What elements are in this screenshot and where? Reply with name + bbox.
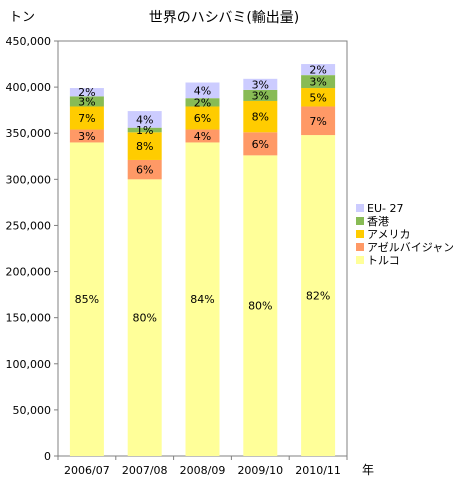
bar-segment [69, 129, 104, 143]
y-tick-label: 150,000 [6, 312, 52, 325]
bar-value-label: 2% [194, 96, 211, 109]
y-tick-label: 400,000 [6, 81, 52, 94]
bar-segment [301, 75, 336, 89]
bar-value-label: 5% [309, 91, 326, 104]
y-tick-label: 250,000 [6, 219, 52, 232]
bar-value-label: 3% [309, 76, 326, 89]
bars-group [69, 64, 336, 457]
y-tick-label: 0 [44, 450, 51, 463]
bar-segment [301, 88, 336, 107]
legend-label: 香港 [367, 215, 389, 228]
legend-swatch [356, 230, 364, 238]
bar-segment [69, 88, 104, 97]
bar-segment [243, 132, 278, 156]
bar-segment [185, 129, 220, 143]
bar-value-label: 4% [194, 84, 211, 97]
bar-segment [243, 78, 278, 90]
legend-label: トルコ [367, 254, 400, 267]
legend-label: アゼルバイジャン [367, 241, 453, 254]
bar-value-label: 8% [252, 111, 269, 124]
bar-value-label: 6% [136, 164, 153, 177]
bar-segment [69, 106, 104, 130]
bar-segment [185, 82, 220, 99]
bar-value-label: 3% [252, 89, 269, 102]
bar-segment [243, 89, 278, 101]
bar-value-label: 1% [136, 124, 153, 137]
bar-segment [127, 111, 162, 128]
bar-value-label: 84% [190, 293, 214, 306]
x-tick-label: 2007/08 [122, 464, 168, 477]
x-axis: 2006/07 2007/08 2008/09 2009/10 2010/11 [57, 456, 348, 477]
bar-segment [185, 98, 220, 107]
bar-value-label: 8% [136, 140, 153, 153]
bar-value-label: 7% [309, 115, 326, 128]
y-tick-label: 100,000 [6, 358, 52, 371]
bar-value-label: 82% [306, 290, 330, 303]
bar-segment [127, 179, 162, 457]
bar-value-label: 6% [252, 138, 269, 151]
y-tick-label: 50,000 [13, 404, 52, 417]
bar-segment [243, 155, 278, 456]
bar-value-label: 3% [78, 130, 95, 143]
bar-value-label: 3% [78, 95, 95, 108]
legend-label: EU- 27 [367, 202, 403, 215]
legend-swatch [356, 256, 364, 264]
bar-value-label: 80% [248, 300, 272, 313]
bar-segment [69, 142, 104, 456]
bar-value-label: 6% [194, 112, 211, 125]
chart-title: 世界のハシバミ(輸出量) [149, 10, 300, 26]
y-tick-label: 450,000 [6, 35, 52, 48]
x-tick-label: 2009/10 [237, 464, 283, 477]
y-tick-label: 300,000 [6, 173, 52, 186]
bar-value-label: 4% [194, 130, 211, 143]
bar-segment [301, 135, 336, 457]
bar-value-label: 2% [309, 64, 326, 77]
x-tick-label: 2006/07 [64, 464, 110, 477]
bar-value-label: 3% [252, 78, 269, 91]
bar-segment [127, 132, 162, 160]
bar-value-label: 80% [132, 312, 156, 325]
bar-labels-group: 85%3%7%3%2%80%6%8%1%4%84%4%6%2%4%80%6%8%… [75, 64, 331, 325]
y-axis: 0 50,000 100,000 150,000 200,000 250,000 300,0… [6, 35, 58, 463]
bar-value-label: 4% [136, 113, 153, 126]
bar-segment [301, 64, 336, 76]
legend-label: アメリカ [367, 228, 410, 241]
bar-segment [185, 106, 220, 130]
x-unit-label: 年 [362, 463, 374, 477]
y-tick-label: 350,000 [6, 127, 52, 140]
bar-value-label: 2% [78, 86, 95, 99]
bar-value-label: 85% [75, 293, 99, 306]
bar-segment [301, 106, 336, 136]
y-unit-label: トン [9, 10, 35, 25]
bar-segment [185, 142, 220, 456]
bar-segment [243, 100, 278, 133]
legend-swatch [356, 204, 364, 212]
y-tick-label: 200,000 [6, 266, 52, 279]
x-tick-label: 2008/09 [180, 464, 226, 477]
bar-value-label: 7% [78, 112, 95, 125]
bar-segment [127, 159, 162, 180]
legend-swatch [356, 217, 364, 225]
bar-segment [69, 96, 104, 107]
legend-swatch [356, 243, 364, 251]
x-tick-label: 2010/11 [295, 464, 341, 477]
bar-segment [127, 127, 162, 133]
